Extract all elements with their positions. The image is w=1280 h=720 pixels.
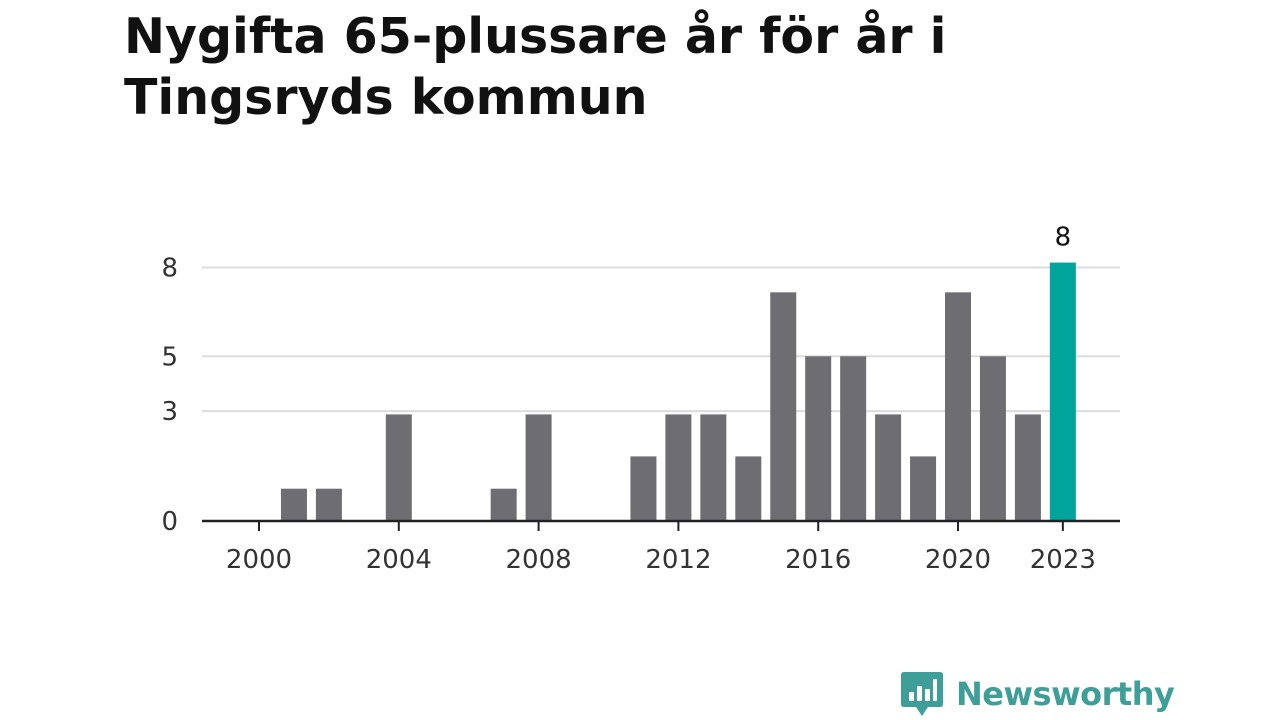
bar-2018 [875, 414, 902, 521]
x-tick-label: 2012 [645, 545, 711, 575]
bar-2011 [630, 456, 657, 521]
bar-2021 [979, 356, 1006, 521]
bar-2007 [490, 488, 517, 521]
newsworthy-logo-icon [901, 672, 943, 716]
y-tick-label: 3 [161, 397, 178, 427]
y-tick-label: 8 [161, 253, 178, 283]
bar-2001 [280, 488, 307, 521]
bar-2015 [770, 292, 797, 521]
x-tick-label: 2000 [226, 545, 292, 575]
chart-title: Nygifta 65-plussare år för år i Tingsryd… [124, 8, 947, 126]
x-tick-label: 2004 [366, 545, 432, 575]
bar-2017 [840, 356, 867, 521]
bar-2013 [700, 414, 727, 521]
bar-2020 [945, 292, 971, 521]
bar-2002 [315, 488, 342, 521]
brand-name: Newsworthy [956, 675, 1175, 713]
x-tick-label: 2020 [925, 545, 991, 575]
bar-2023 [1049, 262, 1076, 521]
brand-logo: Newsworthy [900, 670, 1175, 718]
bar-2019 [910, 456, 937, 521]
bar-2012 [665, 414, 692, 521]
bar-2016 [805, 356, 832, 521]
data-label-2023: 8 [1055, 223, 1072, 253]
y-tick-label: 5 [161, 342, 178, 372]
bar-2022 [1014, 414, 1041, 521]
bar-2004 [385, 414, 412, 521]
bar-2014 [735, 456, 762, 521]
x-tick-label: 2023 [1030, 545, 1096, 575]
bar-2008 [525, 414, 552, 521]
x-tick-label: 2016 [785, 545, 851, 575]
y-tick-label: 0 [161, 507, 178, 537]
x-tick-label: 2008 [506, 545, 572, 575]
